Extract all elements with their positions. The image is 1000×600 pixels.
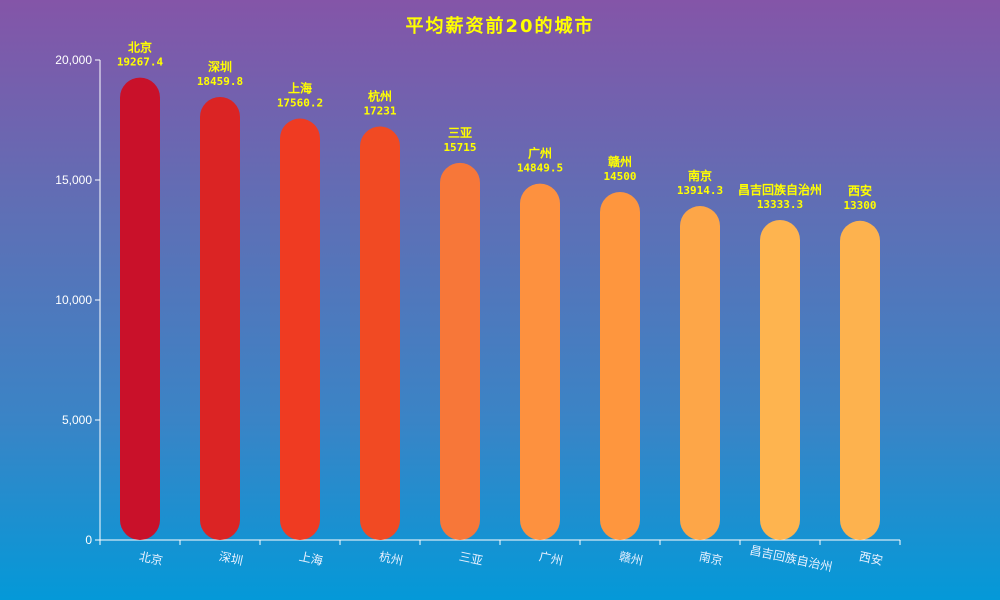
- bar: [280, 118, 320, 541]
- bar: [120, 77, 160, 540]
- y-tick-label: 15,000: [55, 173, 92, 187]
- x-tick-label: 昌吉回族自治州: [748, 543, 833, 574]
- bar: [520, 183, 560, 540]
- bar: [440, 162, 480, 540]
- bar-category-label: 三亚: [448, 126, 472, 140]
- x-tick-label: 广州: [538, 549, 564, 568]
- bar-value-label: 14500: [603, 170, 636, 183]
- bar-category-label: 广州: [528, 146, 552, 161]
- x-tick-label: 南京: [698, 548, 725, 568]
- x-tick-label: 三亚: [458, 549, 484, 568]
- chart-title: 平均薪资前20的城市: [405, 16, 595, 37]
- x-tick-label: 上海: [298, 548, 325, 568]
- bar-value-label: 18459.8: [197, 75, 243, 88]
- bar-value-label: 15715: [443, 141, 476, 154]
- y-tick-label: 5,000: [62, 413, 92, 427]
- bar: [200, 96, 240, 541]
- bar-value-label: 13914.3: [677, 184, 723, 197]
- bar-value-label: 14849.5: [517, 162, 563, 175]
- bar-value-label: 13300: [843, 199, 876, 212]
- bar-value-label: 13333.3: [757, 198, 803, 211]
- bar: [680, 206, 720, 540]
- bar-value-label: 19267.4: [117, 56, 164, 69]
- x-tick-label: 北京: [138, 549, 164, 568]
- bar-category-label: 昌吉回族自治州: [738, 182, 822, 197]
- bar: [840, 220, 880, 541]
- bar-category-label: 赣州: [608, 154, 632, 169]
- y-tick-label: 20,000: [55, 53, 92, 67]
- bar-category-label: 深圳: [208, 59, 232, 74]
- bar-value-label: 17560.2: [277, 97, 323, 110]
- x-tick-label: 杭州: [378, 548, 405, 568]
- bar-category-label: 南京: [688, 168, 712, 183]
- bar: [760, 220, 800, 540]
- x-tick-label: 赣州: [618, 549, 644, 568]
- y-tick-label: 10,000: [55, 293, 92, 307]
- bar-category-label: 上海: [288, 81, 312, 96]
- bar: [360, 126, 400, 540]
- bar-category-label: 西安: [848, 183, 872, 198]
- bar-category-label: 北京: [128, 40, 152, 55]
- x-tick-label: 西安: [858, 548, 885, 568]
- bar: [600, 192, 640, 540]
- bar-category-label: 杭州: [368, 88, 392, 103]
- y-tick-label: 0: [85, 533, 92, 547]
- x-tick-label: 深圳: [218, 549, 244, 568]
- bar-value-label: 17231: [363, 104, 396, 117]
